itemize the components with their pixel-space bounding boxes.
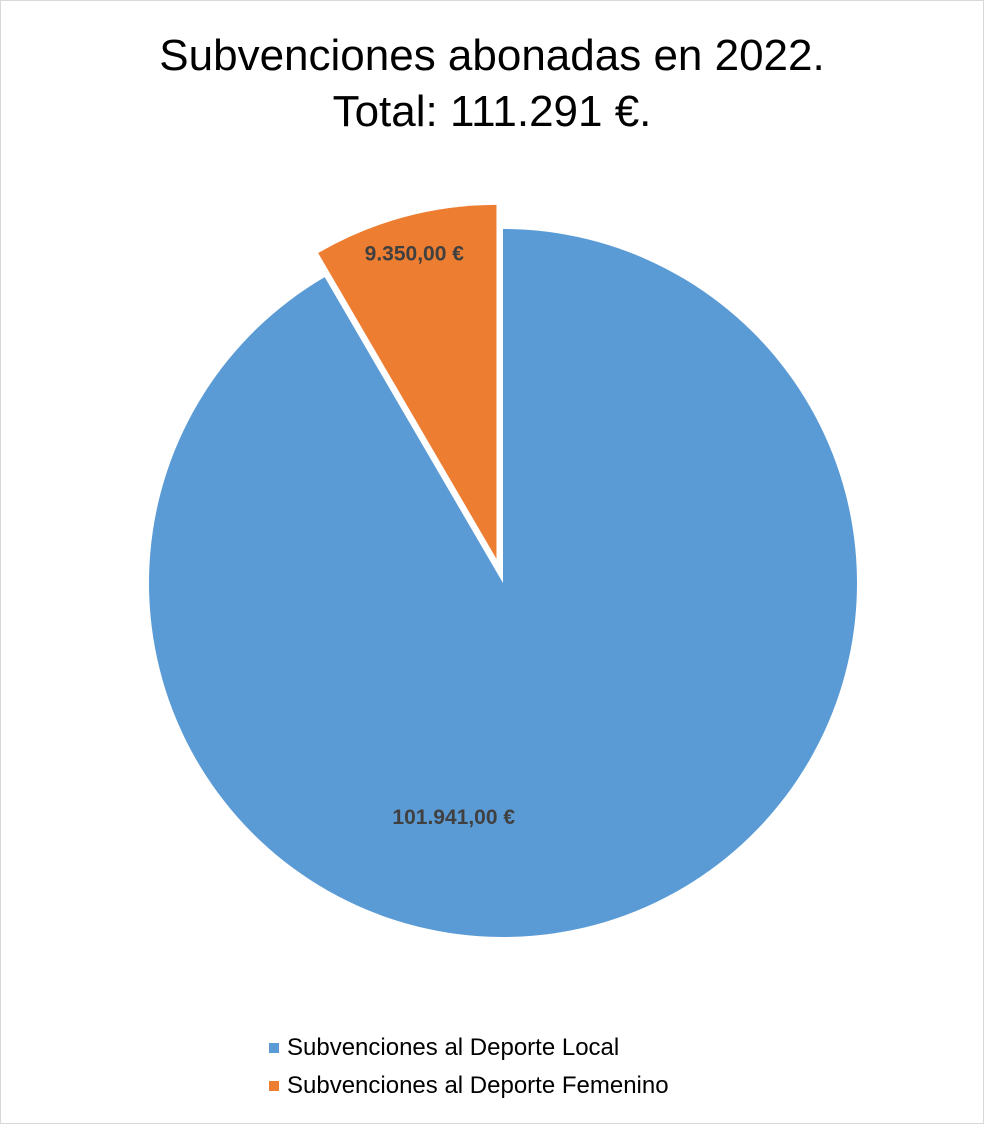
data-label-local: 101.941,00 € [392, 806, 515, 829]
legend: Subvenciones al Deporte Local Subvencion… [269, 1033, 669, 1109]
chart-subtitle: Total: 111.291 €. [332, 87, 652, 136]
legend-item-local: Subvenciones al Deporte Local [269, 1033, 669, 1063]
legend-label-local: Subvenciones al Deporte Local [287, 1034, 620, 1061]
pie-slice-local [148, 229, 857, 937]
legend-swatch-local [269, 1043, 279, 1053]
legend-swatch-femenino [269, 1081, 279, 1091]
legend-item-femenino: Subvenciones al Deporte Femenino [269, 1071, 669, 1101]
legend-label-femenino: Subvenciones al Deporte Femenino [287, 1072, 669, 1099]
chart-title: Subvenciones abonadas en 2022. [159, 31, 825, 80]
pie-slice-femenino [318, 204, 497, 559]
data-label-femenino: 9.350,00 € [365, 242, 465, 265]
